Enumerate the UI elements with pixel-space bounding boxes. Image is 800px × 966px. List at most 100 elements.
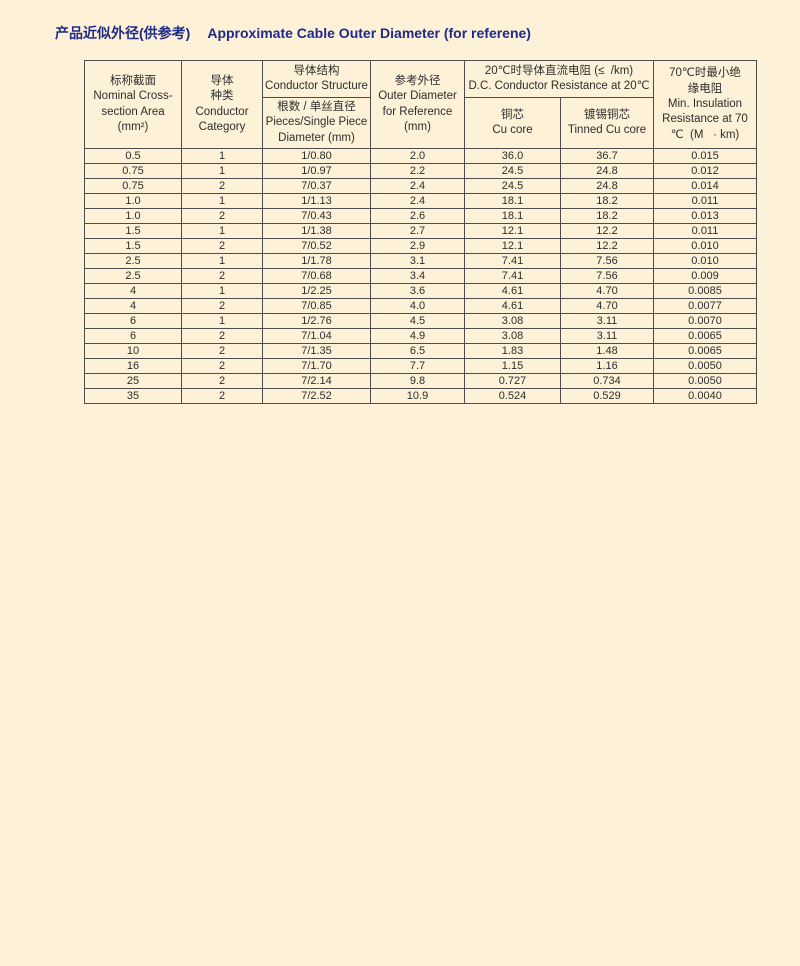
table-cell: 12.1 bbox=[464, 238, 561, 255]
cable-spec-table: 标称截面 Nominal Cross- section Area (mm²) 导… bbox=[84, 59, 757, 405]
table-cell: 1 bbox=[181, 283, 263, 300]
table-cell: 10.9 bbox=[370, 388, 465, 405]
table-cell: 4.70 bbox=[560, 283, 654, 300]
header-tinned-cu-core: 镀锡铜芯 Tinned Cu core bbox=[560, 96, 654, 150]
table-body: 0.5 1 1/0.80 2.0 36.0 36.7 0.015 0.75 1 1/0.97 2.2… bbox=[84, 148, 757, 405]
table-cell: 0.012 bbox=[653, 163, 757, 180]
table-cell: 0.529 bbox=[560, 388, 654, 405]
header-nominal-area: 标称截面 Nominal Cross- section Area (mm²) bbox=[84, 59, 182, 150]
table-cell: 18.1 bbox=[464, 208, 561, 225]
table-cell: 2 bbox=[181, 208, 263, 225]
table-cell: 9.8 bbox=[370, 373, 465, 390]
table-cell: 4.70 bbox=[560, 298, 654, 315]
table-cell: 0.727 bbox=[464, 373, 561, 390]
table-row: 10 2 7/1.35 6.5 1.83 1.48 0.0065 bbox=[84, 343, 757, 360]
page-title: 产品近似外径(供参考) Approximate Cable Outer Diame… bbox=[55, 23, 800, 43]
table-cell: 2 bbox=[181, 178, 263, 195]
table-cell: 7/0.68 bbox=[262, 268, 371, 285]
header-conductor-category: 导体 种类 Conductor Category bbox=[181, 59, 263, 150]
table-row: 0.5 1 1/0.80 2.0 36.0 36.7 0.015 bbox=[84, 148, 757, 165]
page-title-english: Approximate Cable Outer Diameter (for re… bbox=[207, 25, 531, 41]
table-cell: 7.41 bbox=[464, 268, 561, 285]
table-cell: 3.08 bbox=[464, 313, 561, 330]
table-row: 1.0 1 1/1.13 2.4 18.1 18.2 0.011 bbox=[84, 193, 757, 210]
table-row: 25 2 7/2.14 9.8 0.727 0.734 0.0050 bbox=[84, 373, 757, 390]
table-cell: 3.11 bbox=[560, 328, 654, 345]
table-cell: 2 bbox=[181, 373, 263, 390]
table-cell: 1.0 bbox=[84, 193, 182, 210]
table-cell: 2 bbox=[181, 388, 263, 405]
table-cell: 7/0.43 bbox=[262, 208, 371, 225]
table-cell: 2.9 bbox=[370, 238, 465, 255]
table-cell: 0.734 bbox=[560, 373, 654, 390]
table-cell: 7.56 bbox=[560, 253, 654, 270]
table-cell: 4.61 bbox=[464, 298, 561, 315]
table-cell: 2 bbox=[181, 268, 263, 285]
table-cell: 36.0 bbox=[464, 148, 561, 165]
table-cell: 0.0077 bbox=[653, 298, 757, 315]
table-cell: 4.9 bbox=[370, 328, 465, 345]
header-outer-diameter: 参考外径 Outer Diameter for Reference (mm) bbox=[370, 59, 465, 150]
page-title-chinese: 产品近似外径(供参考) bbox=[55, 25, 191, 41]
table-row: 16 2 7/1.70 7.7 1.15 1.16 0.0050 bbox=[84, 358, 757, 375]
table-cell: 24.8 bbox=[560, 163, 654, 180]
table-cell: 7.7 bbox=[370, 358, 465, 375]
table-cell: 7/2.14 bbox=[262, 373, 371, 390]
table-cell: 3.6 bbox=[370, 283, 465, 300]
table-cell: 0.75 bbox=[84, 163, 182, 180]
table-cell: 3.08 bbox=[464, 328, 561, 345]
table-cell: 12.2 bbox=[560, 238, 654, 255]
table-cell: 0.0040 bbox=[653, 388, 757, 405]
table-row: 35 2 7/2.52 10.9 0.524 0.529 0.0040 bbox=[84, 388, 757, 405]
table-cell: 1/2.76 bbox=[262, 313, 371, 330]
table-cell: 6 bbox=[84, 328, 182, 345]
table-cell: 4.0 bbox=[370, 298, 465, 315]
table-cell: 1 bbox=[181, 253, 263, 270]
table-cell: 4.5 bbox=[370, 313, 465, 330]
table-cell: 7/0.85 bbox=[262, 298, 371, 315]
header-pieces-diameter: 根数 / 单丝直径 Pieces/Single Piece Diameter (… bbox=[262, 96, 371, 150]
table-cell: 2 bbox=[181, 343, 263, 360]
table-cell: 35 bbox=[84, 388, 182, 405]
table-cell: 1/2.25 bbox=[262, 283, 371, 300]
table-cell: 0.009 bbox=[653, 268, 757, 285]
table-cell: 25 bbox=[84, 373, 182, 390]
table-row: 1.5 2 7/0.52 2.9 12.1 12.2 0.010 bbox=[84, 238, 757, 255]
table-cell: 1 bbox=[181, 163, 263, 180]
table-cell: 1 bbox=[181, 313, 263, 330]
table-cell: 1/0.97 bbox=[262, 163, 371, 180]
table-cell: 0.010 bbox=[653, 253, 757, 270]
table-cell: 0.0050 bbox=[653, 373, 757, 390]
table-cell: 4.61 bbox=[464, 283, 561, 300]
table-cell: 1/0.80 bbox=[262, 148, 371, 165]
table-cell: 2 bbox=[181, 358, 263, 375]
table-cell: 1.48 bbox=[560, 343, 654, 360]
table-cell: 2.4 bbox=[370, 178, 465, 195]
header-row-sub: 根数 / 单丝直径 Pieces/Single Piece Diameter (… bbox=[85, 96, 757, 150]
table-cell: 2 bbox=[181, 328, 263, 345]
table-cell: 0.0065 bbox=[653, 328, 757, 345]
header-row-top: 标称截面 Nominal Cross- section Area (mm²) 导… bbox=[84, 59, 757, 150]
table-cell: 1 bbox=[181, 148, 263, 165]
table-cell: 1.16 bbox=[560, 358, 654, 375]
header-min-insulation: 70℃时最小绝 缘电阻 Min. Insulation Resistance a… bbox=[653, 59, 757, 150]
table-cell: 4 bbox=[84, 298, 182, 315]
table-row: 6 1 1/2.76 4.5 3.08 3.11 0.0070 bbox=[84, 313, 757, 330]
table-cell: 1/1.38 bbox=[262, 223, 371, 240]
table-cell: 1.83 bbox=[464, 343, 561, 360]
table-cell: 10 bbox=[84, 343, 182, 360]
table-cell: 7/1.35 bbox=[262, 343, 371, 360]
table-cell: 2 bbox=[181, 298, 263, 315]
table-cell: 0.011 bbox=[653, 193, 757, 210]
table-row: 4 2 7/0.85 4.0 4.61 4.70 0.0077 bbox=[84, 298, 757, 315]
table-cell: 0.75 bbox=[84, 178, 182, 195]
table-cell: 2.6 bbox=[370, 208, 465, 225]
table-cell: 2.4 bbox=[370, 193, 465, 210]
table-cell: 24.5 bbox=[464, 163, 561, 180]
table-cell: 0.524 bbox=[464, 388, 561, 405]
table-row: 2.5 1 1/1.78 3.1 7.41 7.56 0.010 bbox=[84, 253, 757, 270]
table-cell: 3.11 bbox=[560, 313, 654, 330]
table-row: 6 2 7/1.04 4.9 3.08 3.11 0.0065 bbox=[84, 328, 757, 345]
table-cell: 16 bbox=[84, 358, 182, 375]
table-cell: 7/0.52 bbox=[262, 238, 371, 255]
